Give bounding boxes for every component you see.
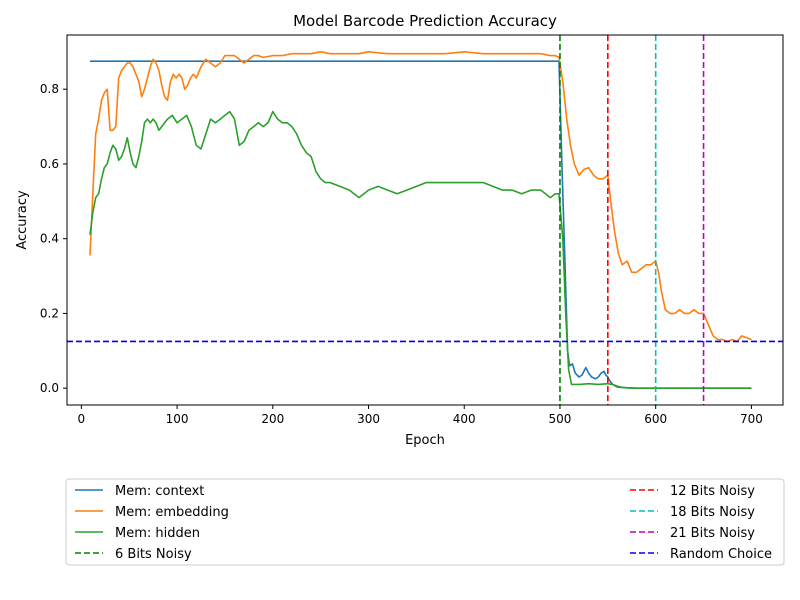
- x-axis-label: Epoch: [405, 433, 445, 448]
- x-tick-label: 500: [549, 412, 572, 426]
- x-tick-label: 700: [740, 412, 763, 426]
- axes-frame: [66, 34, 784, 406]
- legend-label-mem-hidden: Mem: hidden: [115, 526, 200, 541]
- x-tick-label: 100: [166, 412, 189, 426]
- x-tick-label: 400: [453, 412, 476, 426]
- series-layer: [89, 50, 752, 390]
- y-tick-label: 0.0: [40, 381, 59, 395]
- x-tick-label: 200: [261, 412, 284, 426]
- series-line-mem-embedding: [89, 50, 752, 343]
- legend-box: [65, 478, 785, 566]
- y-tick-label: 0.4: [40, 232, 59, 246]
- legend-label-21-bits-noisy: 21 Bits Noisy: [670, 526, 755, 541]
- y-axis-ticks: 0.0 0.2 0.4 0.6 0.8: [40, 82, 67, 395]
- legend-label-6-bits-noisy: 6 Bits Noisy: [115, 547, 192, 562]
- legend-label-12-bits-noisy: 12 Bits Noisy: [670, 484, 755, 499]
- legend-label-18-bits-noisy: 18 Bits Noisy: [670, 505, 755, 520]
- y-tick-label: 0.8: [40, 82, 59, 96]
- y-axis-label: Accuracy: [15, 190, 30, 250]
- legend-label-mem-embedding: Mem: embedding: [115, 505, 229, 520]
- reference-lines: [67, 35, 783, 405]
- legend-label-mem-context: Mem: context: [115, 484, 204, 499]
- x-tick-label: 300: [357, 412, 380, 426]
- y-tick-label: 0.2: [40, 306, 59, 320]
- chart-title: Model Barcode Prediction Accuracy: [293, 12, 557, 30]
- legend-items: Mem: context Mem: embedding Mem: hidden 6 B…: [75, 484, 772, 562]
- x-tick-label: 0: [78, 412, 86, 426]
- x-tick-label: 600: [644, 412, 667, 426]
- x-axis-ticks: 0 100 200 300 400 500 600 700: [78, 405, 763, 426]
- plot-area: 0 100 200 300 400 500 600 700 0.0 0.2 0.4 0.6 0.8: [40, 34, 784, 426]
- legend-label-random-choice: Random Choice: [670, 547, 772, 562]
- y-tick-label: 0.6: [40, 157, 59, 171]
- series-line-mem-hidden: [89, 110, 752, 390]
- legend: Mem: context Mem: embedding Mem: hidden 6 B…: [65, 478, 785, 566]
